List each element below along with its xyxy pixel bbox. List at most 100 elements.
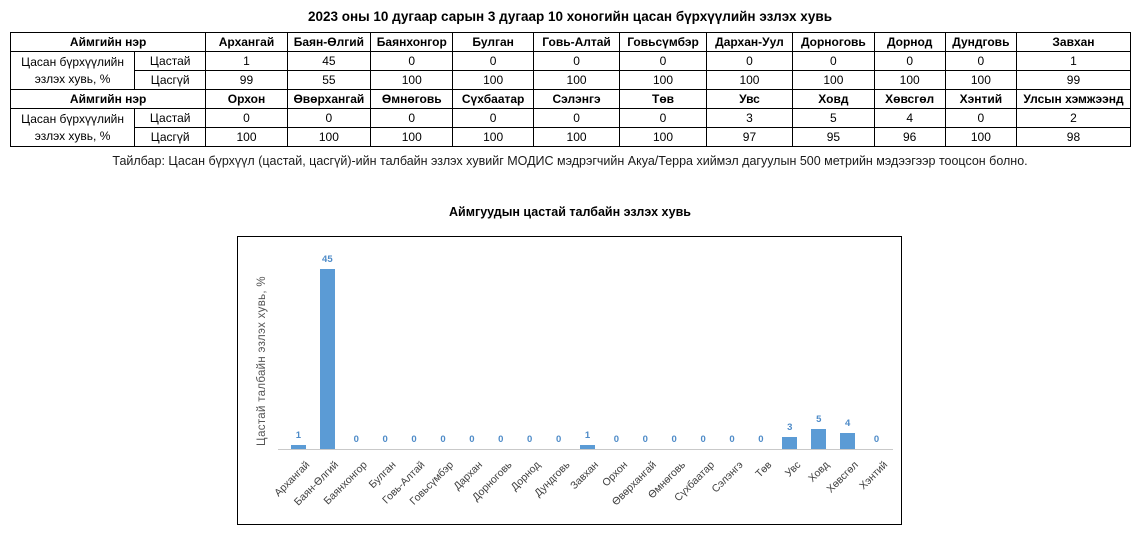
snowy-value-cell: 0 <box>944 108 1017 128</box>
province-header-cell: Дорнод <box>873 32 946 52</box>
snowy-value-cell: 0 <box>944 51 1017 71</box>
bar-value-label: 0 <box>700 434 706 445</box>
snowless-value-cell: 99 <box>1015 70 1132 90</box>
snowy-value-cell: 1 <box>1015 51 1132 71</box>
province-header-cell: Өмнөговь <box>370 89 454 109</box>
snowless-value-cell: 100 <box>944 127 1017 147</box>
chart: Цастай талбайн эзлэх хувь, % 1 Архангай 45… <box>237 236 902 525</box>
snowless-value-cell: 96 <box>873 127 946 147</box>
province-header-cell: Баянхонгор <box>370 32 454 52</box>
bar-value-label: 0 <box>411 434 417 445</box>
bar-value-label: 0 <box>613 434 620 445</box>
province-header-cell: Хөвсгөл <box>873 89 946 109</box>
bar <box>782 437 798 449</box>
snowless-value-cell: 98 <box>1015 127 1132 147</box>
bar-value-label: 0 <box>498 434 504 445</box>
snowless-value-cell: 100 <box>532 127 621 147</box>
snow-cover-table: Аймгийн нэр Архангай Баян-Өлгий Баянхонгор Б… <box>9 32 1132 147</box>
bar-value-label: 0 <box>873 434 880 445</box>
snowy-value-cell: 0 <box>452 51 534 71</box>
bar-value-label: 0 <box>440 434 446 445</box>
bar-value-label: 0 <box>642 434 648 445</box>
snowless-value-cell: 99 <box>205 70 288 90</box>
snowless-value-cell: 100 <box>792 70 875 90</box>
snowless-value-cell: 100 <box>205 127 288 147</box>
chart-title: Аймгуудын цастай талбайн эзлэх хувь <box>449 205 691 219</box>
sub-label-cell: Цастай <box>134 51 207 71</box>
snowless-value-cell: 100 <box>452 127 534 147</box>
province-header-cell: Дундговь <box>944 32 1017 52</box>
bar <box>840 433 856 449</box>
bar-value-label: 0 <box>527 434 533 445</box>
x-axis-label: Төв <box>753 459 775 481</box>
province-header-cell: Өвөрхангай <box>286 89 372 109</box>
snowy-row: Цасан бүрхүүлийн эзлэх хувь, % Цастай 1 45 0… <box>9 51 1132 90</box>
province-header-cell: Архангай <box>205 32 288 52</box>
page-title: 2023 оны 10 дугаар сарын 3 дугаар 10 хон… <box>307 9 833 24</box>
snowy-value-cell: 0 <box>370 108 454 128</box>
bar-value-label: 4 <box>844 418 851 429</box>
bar-value-label: 5 <box>816 414 822 425</box>
x-axis-label: Хөвсгөл <box>824 459 862 496</box>
province-header-cell: Говьсүмбэр <box>619 32 707 52</box>
snowy-value-cell: 4 <box>873 108 946 128</box>
x-axis-line <box>278 449 893 450</box>
province-header-cell: Сэлэнгэ <box>532 89 621 109</box>
snowless-row: Цасгүй 100 100 100 100 100 100 97 95 96 100 98 <box>11 127 1132 147</box>
snowy-value-cell: 45 <box>286 51 372 71</box>
province-header-cell: Булган <box>452 32 534 52</box>
province-header-cell: Улсын хэмжээнд <box>1015 89 1132 109</box>
x-axis-label: Завхан <box>568 459 601 492</box>
row-label-cell: Цасан бүрхүүлийн эзлэх хувь, % <box>9 108 136 147</box>
row-label-cell: Цасан бүрхүүлийн эзлэх хувь, % <box>9 51 136 90</box>
bar <box>319 269 335 449</box>
snowy-value-cell: 0 <box>452 108 534 128</box>
bar-value-label: 0 <box>382 434 388 445</box>
snowy-value-cell: 0 <box>619 51 707 71</box>
snowy-value-cell: 2 <box>1015 108 1132 128</box>
snowy-value-cell: 0 <box>370 51 454 71</box>
sub-label-cell: Цастай <box>134 108 207 128</box>
snowless-value-cell: 100 <box>619 127 707 147</box>
snowy-value-cell: 0 <box>619 108 707 128</box>
snowless-value-cell: 100 <box>452 70 534 90</box>
province-header-cell: Увс <box>705 89 794 109</box>
snowy-value-cell: 3 <box>705 108 794 128</box>
bar-value-label: 0 <box>729 434 735 445</box>
snowy-value-cell: 1 <box>205 51 288 71</box>
snowless-value-cell: 97 <box>705 127 794 147</box>
x-axis-label: Хэнтий <box>857 459 891 493</box>
province-header-cell: Говь-Алтай <box>532 32 621 52</box>
snowless-value-cell: 100 <box>532 70 621 90</box>
snowy-value-cell: 0 <box>532 51 621 71</box>
snowless-value-cell: 100 <box>370 127 454 147</box>
snowy-value-cell: 0 <box>205 108 288 128</box>
snowy-value-cell: 0 <box>705 51 794 71</box>
province-header-cell: Баян-Өлгий <box>286 32 372 52</box>
bar-value-label: 45 <box>322 254 333 265</box>
bar <box>580 445 595 449</box>
province-name-header: Аймгийн нэр <box>9 32 207 52</box>
sub-label-cell: Цасгүй <box>134 127 207 147</box>
province-header-cell: Төв <box>619 89 707 109</box>
snowless-value-cell: 100 <box>944 70 1017 90</box>
province-header-cell: Сүхбаатар <box>452 89 534 109</box>
table-header-row: Аймгийн нэр Орхон Өвөрхангай Өмнөговь Сүхбаа… <box>9 89 1132 109</box>
table-header-row: Аймгийн нэр Архангай Баян-Өлгий Баянхонгор Б… <box>9 32 1132 52</box>
bar-value-label: 0 <box>469 434 475 445</box>
snowy-value-cell: 0 <box>532 108 621 128</box>
snowy-value-cell: 0 <box>792 51 875 71</box>
snowy-row: Цасан бүрхүүлийн эзлэх хувь, % Цастай 0 0 0 0… <box>9 108 1132 147</box>
bar <box>811 429 827 449</box>
x-axis-label: Увс <box>782 459 804 480</box>
province-header-cell: Хэнтий <box>944 89 1017 109</box>
province-header-cell: Ховд <box>792 89 875 109</box>
snowless-value-cell: 100 <box>370 70 454 90</box>
snowless-value-cell: 95 <box>792 127 875 147</box>
bar-value-label: 0 <box>671 434 677 445</box>
province-name-header: Аймгийн нэр <box>9 89 207 109</box>
snowless-value-cell: 100 <box>286 127 372 147</box>
province-header-cell: Завхан <box>1015 32 1132 52</box>
snowless-value-cell: 100 <box>705 70 794 90</box>
snowy-value-cell: 0 <box>873 51 946 71</box>
